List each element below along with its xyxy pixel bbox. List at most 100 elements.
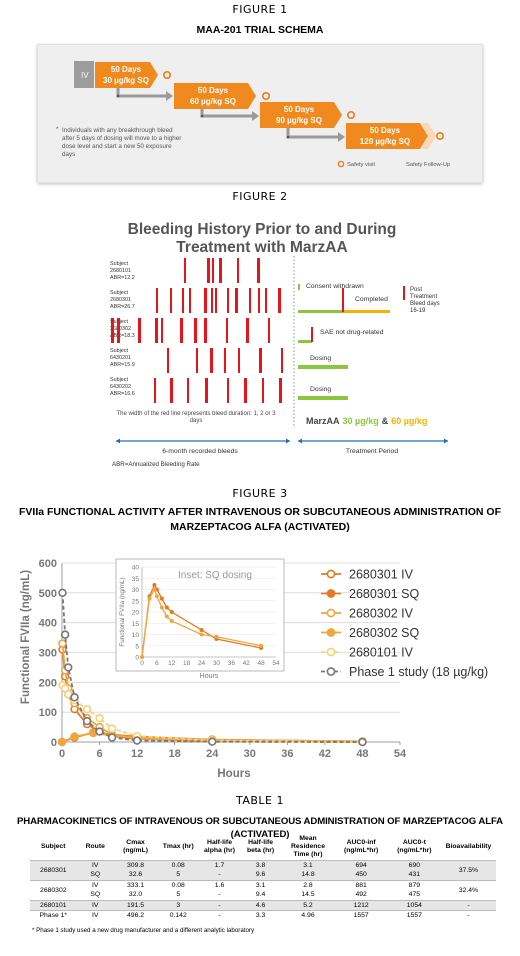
subject-abr: ABR=15.9: [110, 362, 135, 368]
table-cell: 881: [334, 879, 388, 890]
inset-x-axis-label: Hours: [200, 673, 219, 680]
series-line: [61, 643, 363, 743]
table-cell: 2.8: [281, 879, 335, 890]
inset-data-point: [152, 583, 157, 587]
inset-y-tick-label: 0: [135, 655, 139, 662]
inset-data-point: [154, 594, 159, 599]
legend-marker: [326, 589, 336, 598]
bleed-line: [279, 378, 282, 403]
table-header-cell: Tmax (hr): [162, 842, 194, 850]
connector-2: [200, 109, 252, 118]
inset-x-tick-label: 0: [140, 660, 144, 667]
table-cell: 3.8: [239, 859, 282, 870]
step-3-days: 50 Days: [284, 105, 315, 114]
step-2-dose: 60 µg/kg SQ: [190, 97, 236, 106]
table-header-cell: Mean Residence Time (hr): [290, 834, 325, 858]
figure-2-title-line-1: Bleeding History Prior to and During: [128, 221, 397, 238]
inset-x-tick-label: 12: [168, 660, 176, 667]
y-tick-label: 600: [39, 558, 57, 570]
x-tick-label: 18: [169, 748, 181, 760]
y-axis-label: Functional FVIIa (ng/mL): [20, 570, 32, 704]
table-cell: SQ: [76, 890, 114, 900]
legend-label: 2680301 SQ: [349, 587, 419, 601]
figure-3-title-line-1: FVIIa FUNCTIONAL ACTIVITY AFTER INTRAVEN…: [18, 506, 502, 518]
post-treatment-legend-line: [403, 286, 405, 300]
inset-x-tick-label: 48: [257, 660, 265, 667]
inset-x-tick-label: 24: [198, 660, 206, 667]
trial-schema-diagram: IV 50 Days 30 µg/kg SQ 50 Days 60 µg/kg …: [56, 61, 450, 168]
bleed-line: [111, 318, 114, 343]
table-cell-bioavailability: 37.5%: [440, 859, 496, 880]
inset-frame: [115, 558, 285, 672]
treatment-period-label: Treatment Period: [346, 448, 398, 455]
subject-abr: ABR=26.7: [110, 304, 135, 310]
bleed-line: [167, 348, 169, 373]
inset-series-line: [141, 583, 262, 658]
inset-data-point: [259, 643, 264, 648]
data-point: [82, 704, 92, 714]
table-cell: 3.1: [281, 859, 335, 870]
subject-label: Subject: [110, 290, 128, 296]
inset-x-tick-label: 30: [213, 660, 221, 667]
table-cell: 1054: [387, 899, 441, 910]
post-treatment-bleed-line: [342, 288, 344, 312]
y-tick-label: 300: [39, 648, 57, 660]
table-cell: 1557: [387, 909, 441, 920]
inset-data-point: [164, 605, 169, 610]
bleed-line: [205, 378, 208, 403]
y-tick-label: 400: [39, 618, 57, 630]
subject-abr: ABR=16.6: [110, 391, 135, 397]
step-4-days: 50 Days: [370, 126, 401, 135]
bleed-line: [219, 258, 222, 283]
table-header-cell: Half-life beta (hr): [246, 838, 275, 854]
table-cell: 5: [157, 870, 200, 880]
note-bullet: *: [56, 126, 59, 133]
table-cell: 694: [334, 859, 388, 870]
inset-data-point: [147, 596, 152, 601]
inset-title: Inset: SQ dosing: [178, 570, 252, 581]
step-2-arrow: [174, 83, 256, 109]
bleed-line: [215, 288, 217, 313]
bleed-width-note-line-2: days: [190, 418, 203, 424]
table-cell: IV: [76, 909, 114, 920]
bleed-line: [170, 378, 173, 403]
inset-data-point: [152, 587, 157, 592]
bleed-line: [161, 318, 163, 343]
safety-visit-marker: [435, 132, 444, 141]
y-tick-label: 500: [39, 588, 57, 600]
bleed-line: [189, 288, 191, 313]
treatment-bar-completed: [298, 310, 344, 313]
recorded-bleeds-label: 6-month recorded bleeds: [162, 448, 238, 455]
data-point: [58, 639, 67, 648]
legend-label: 2680302 IV: [349, 607, 414, 621]
subject-id: 2680301: [110, 297, 131, 303]
bleed-line: [204, 318, 207, 343]
table-row: 2680302 IV 333.1 0.08 1.6 3.1 2.8 881 879 32.4%: [30, 879, 496, 900]
treatment-bar-sae: [298, 340, 312, 343]
post-treatment-bar: [344, 310, 390, 313]
table-cell-subject: Phase 1*: [30, 909, 77, 920]
legend-marker: [326, 667, 336, 676]
bleed-line: [244, 378, 247, 403]
inset-y-tick-label: 25: [132, 598, 140, 605]
figure-3-caption: FIGURE 3: [232, 487, 288, 500]
x-tick-label: 54: [394, 748, 407, 760]
bleed-line: [265, 288, 267, 313]
bleed-line: [117, 318, 120, 343]
table-header-cell: AUC0-t (ng/mL*hr): [397, 838, 432, 854]
subject-id: 2680302: [110, 326, 131, 332]
post-treatment-line-2: Treatment: [410, 294, 437, 300]
step-1-dose: 30 µg/kg SQ: [103, 76, 149, 85]
table-cell: 0.08: [157, 879, 200, 890]
bleed-line: [278, 288, 281, 313]
post-treatment-line-4: 16-19: [410, 308, 426, 314]
bleed-line: [262, 378, 264, 403]
bleed-line: [155, 318, 158, 343]
inset-y-tick-label: 20: [132, 610, 140, 617]
x-tick-label: 12: [131, 748, 143, 760]
bleed-line: [235, 288, 238, 313]
series-line: [61, 592, 363, 743]
step-2-days: 50 Days: [198, 86, 229, 95]
table-cell: 333.1: [113, 879, 158, 890]
table-cell: -: [199, 870, 240, 880]
